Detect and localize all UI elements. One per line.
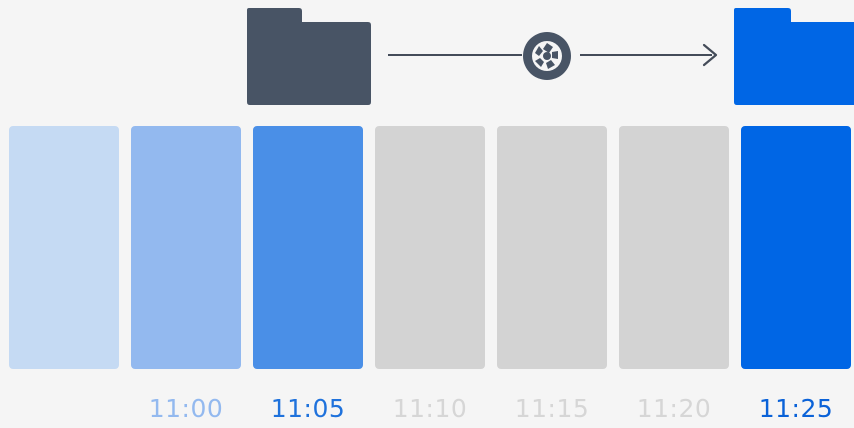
source-folder-shape — [247, 8, 371, 105]
camera-shutter-icon — [523, 32, 571, 80]
target-folder-icon — [734, 8, 854, 105]
snapshot-time-label: 11:05 — [270, 394, 346, 423]
snapshot-time-label: 11:15 — [514, 394, 590, 423]
snapshot-time-label: 11:25 — [758, 394, 834, 423]
arrow-line-left — [388, 54, 522, 56]
snapshot-time-label: 11:20 — [636, 394, 712, 423]
snapshot-bar-inactive — [497, 126, 607, 369]
snapshot-time-label: 11:10 — [392, 394, 468, 423]
snapshot-bar-older — [9, 126, 119, 369]
snapshot-bar-source — [253, 126, 363, 369]
snapshot-bar-inactive — [375, 126, 485, 369]
arrow-line-right — [580, 54, 712, 56]
snapshot-time-label: 11:00 — [148, 394, 224, 423]
source-folder-icon — [247, 8, 371, 105]
snapshot-bar-inactive — [619, 126, 729, 369]
arrow-head-icon — [702, 43, 718, 67]
snapshot-bar-current — [741, 126, 851, 369]
target-folder-shape — [734, 8, 854, 105]
snapshot-bar-older — [131, 126, 241, 369]
